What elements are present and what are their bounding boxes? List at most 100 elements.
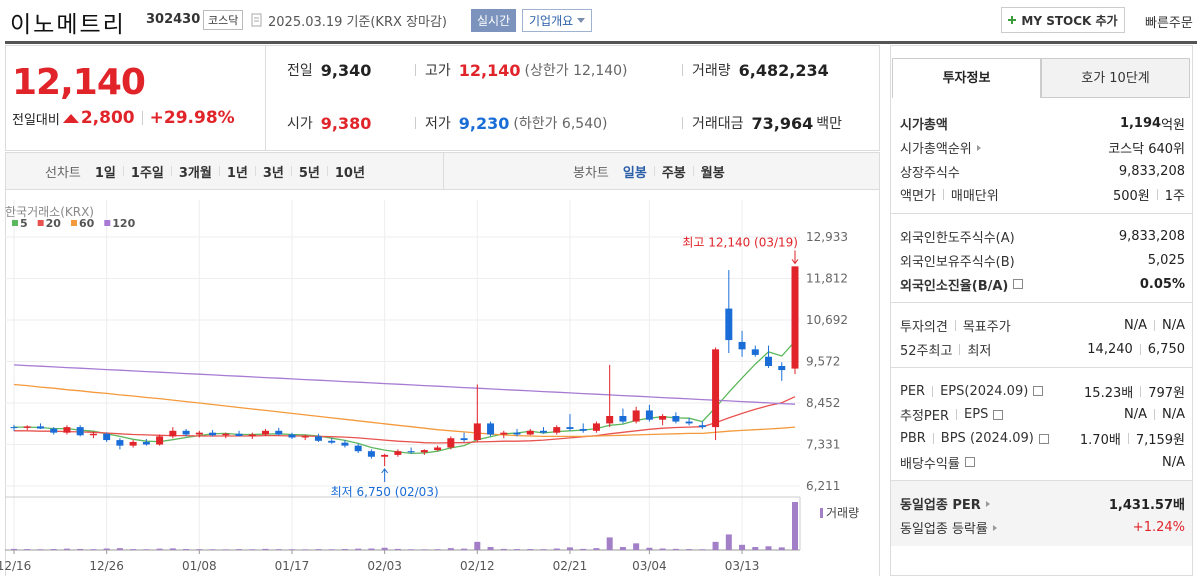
basis: 기준(KRX 장마감)	[346, 15, 447, 30]
separator	[932, 385, 934, 397]
info-value: 15.23배 797원	[1000, 379, 1185, 403]
volume-bar	[725, 534, 732, 550]
help-icon[interactable]	[993, 409, 1004, 420]
stock-code: 302430	[146, 12, 201, 27]
label-text: 배당수익률	[900, 456, 960, 472]
link-arrow[interactable]	[985, 500, 990, 507]
volume-bar	[143, 549, 150, 550]
value-text: N/A	[1124, 318, 1147, 334]
info-value: +1.24%	[1000, 516, 1185, 540]
candle-body	[169, 430, 177, 437]
help-icon[interactable]	[1033, 386, 1044, 397]
info-label: PBR BPS (2024.09)	[900, 427, 1049, 451]
y-tick-label: 7,331	[806, 437, 840, 451]
volume-bar	[408, 549, 415, 550]
volume-bar	[686, 549, 693, 550]
period-tab[interactable]: 10년	[334, 165, 365, 181]
link-arrow[interactable]	[992, 524, 997, 531]
realtime-button[interactable]: 실시간	[471, 9, 517, 32]
help-icon[interactable]	[1038, 433, 1049, 444]
field-value: 73,964	[751, 113, 814, 133]
period-tab[interactable]: 3년	[262, 165, 284, 181]
candle-tab[interactable]: 주봉	[661, 165, 686, 181]
value-unit: 억원	[1161, 118, 1185, 134]
period-tab[interactable]: 3개월	[178, 165, 212, 181]
help-icon[interactable]	[964, 457, 975, 468]
company-button[interactable]: 기업개요	[522, 9, 593, 32]
annotation: 최저 6,750 (02/03)	[331, 485, 439, 499]
line-chart-label: 선차트	[45, 165, 81, 181]
volume-bar	[50, 549, 57, 550]
candle-body	[103, 433, 111, 441]
info-value: 5,025	[1000, 249, 1185, 273]
legend-swatch	[104, 220, 111, 226]
info-tab[interactable]: 호가 10단계	[1041, 58, 1190, 98]
candle-body	[632, 410, 640, 422]
annotation-arrow	[381, 468, 389, 482]
field-note: (하한가 6,540)	[513, 116, 608, 132]
value-text: N/A	[1162, 318, 1185, 334]
volume-bar	[765, 546, 772, 550]
info-label: 외국인한도주식수(A)	[900, 225, 1015, 249]
volume-bar	[262, 548, 269, 550]
candle-body	[182, 430, 190, 435]
info-value: N/A	[1000, 450, 1185, 474]
field-label: 거래량	[692, 63, 731, 79]
candle-body	[420, 450, 428, 453]
candle-tab[interactable]: 월봉	[700, 165, 725, 181]
label-text: 52주최고	[900, 343, 953, 359]
label-text: 추정PER	[900, 409, 950, 425]
info-tab-active[interactable]: 투자정보	[892, 58, 1041, 98]
field-note: (상한가 12,140)	[524, 63, 628, 79]
candle-body	[248, 434, 256, 436]
label-text: 외국인한도주식수(A)	[900, 231, 1015, 247]
link-arrow[interactable]	[976, 144, 981, 151]
volume-bar	[24, 549, 31, 550]
candle-body	[487, 423, 495, 435]
info-label: PER EPS(2024.09)	[900, 379, 1044, 403]
volume-bar	[249, 549, 256, 550]
period-tab[interactable]: 5년	[298, 165, 320, 181]
period-tab[interactable]: 1주일	[130, 165, 164, 181]
info-value: 1.70배 7,159원	[1000, 427, 1185, 451]
separator	[1156, 189, 1158, 201]
legend-label: 120	[112, 217, 135, 230]
candle-body	[566, 427, 574, 429]
candle-body	[672, 416, 680, 422]
label-text: 동일업종 PER	[900, 498, 981, 514]
period-tab[interactable]: 1일	[94, 165, 116, 181]
help-icon[interactable]	[1013, 279, 1024, 290]
volume-bar	[593, 548, 600, 550]
volume-bar	[619, 547, 626, 550]
info-value: 9,833,208	[1000, 159, 1185, 183]
quick-order[interactable]: 빠른주문	[1145, 16, 1193, 31]
candle-tab[interactable]: 일봉	[622, 165, 647, 181]
field-unit: 백만	[816, 116, 843, 132]
quote-field: 고가 12,140 (상한가 12,140)	[425, 59, 628, 81]
period-tab[interactable]: 1년	[226, 165, 248, 181]
label-text: PER	[900, 383, 926, 399]
y-tick-label: 10,692	[806, 313, 848, 327]
candle-body	[473, 423, 481, 441]
field-value: 9,340	[320, 60, 372, 80]
ma-line	[14, 396, 796, 444]
candle-body	[592, 423, 600, 431]
field-label: 시가	[287, 116, 313, 132]
separator	[326, 166, 328, 176]
header-rule	[5, 41, 1197, 44]
volume-bar	[196, 549, 203, 550]
candle-body	[275, 430, 283, 435]
value-text: 1주	[1164, 189, 1185, 205]
tab-divider	[443, 152, 444, 190]
mystock-button[interactable]: MY STOCK 추가	[1001, 7, 1125, 33]
y-tick-label: 11,812	[806, 272, 848, 286]
volume-bar	[302, 549, 309, 550]
candle-body	[209, 432, 217, 436]
candle-body	[539, 430, 547, 433]
candle-body	[407, 451, 415, 453]
candle-body	[354, 445, 362, 452]
annotation: 최고 12,140 (03/19)	[682, 235, 798, 249]
label-text: 최저	[967, 343, 992, 359]
separator	[932, 433, 934, 445]
candle-body	[725, 308, 733, 341]
